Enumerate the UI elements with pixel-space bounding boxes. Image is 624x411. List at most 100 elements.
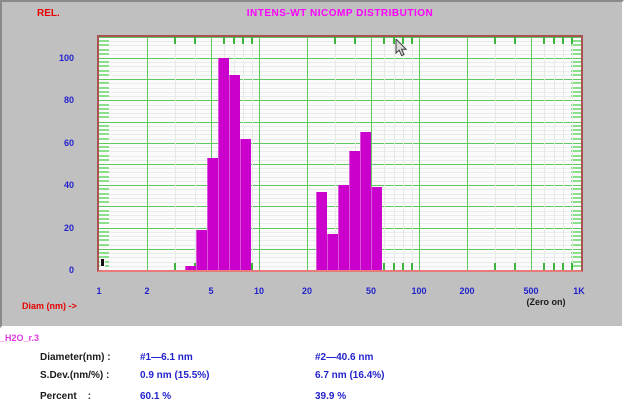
y-minor-tick bbox=[99, 159, 109, 161]
x-minor-tick bbox=[334, 37, 336, 44]
grid-minor-vline bbox=[384, 37, 385, 270]
percent-peak2-value: 39.9 % bbox=[315, 391, 347, 402]
y-minor-tick bbox=[99, 82, 109, 84]
y-minor-tick bbox=[571, 176, 581, 178]
bar bbox=[327, 234, 338, 270]
grid-minor-hline bbox=[99, 134, 581, 135]
grid-minor-hline bbox=[99, 113, 581, 114]
percent-label: Percent : bbox=[40, 391, 92, 402]
y-minor-tick bbox=[99, 65, 109, 67]
y-minor-tick bbox=[571, 61, 581, 63]
y-tick-label: 80 bbox=[63, 95, 74, 105]
y-minor-tick bbox=[571, 167, 581, 169]
chart-title: INTENS-WT NICOMP DISTRIBUTION bbox=[246, 8, 434, 19]
x-minor-tick bbox=[494, 263, 496, 270]
y-minor-tick bbox=[99, 125, 109, 127]
grid-minor-vline bbox=[563, 37, 564, 270]
result-row-diameter: Diameter(nm) : #1—6.1 nm #2—40.6 nm bbox=[0, 352, 624, 366]
y-minor-tick bbox=[571, 193, 581, 195]
plot-area[interactable] bbox=[97, 35, 583, 272]
grid-minor-hline bbox=[99, 105, 581, 106]
x-axis-title: Diam (nm) -> bbox=[22, 301, 77, 311]
grid-major-vline bbox=[211, 37, 212, 270]
grid-minor-vline bbox=[554, 37, 555, 270]
x-tick-label: 100 bbox=[411, 286, 427, 296]
y-minor-tick bbox=[571, 104, 581, 106]
bar bbox=[207, 158, 218, 270]
grid-major-hline bbox=[99, 143, 581, 144]
y-minor-tick bbox=[571, 95, 581, 97]
y-minor-tick bbox=[571, 133, 581, 135]
y-minor-tick bbox=[99, 171, 109, 173]
grid-major-vline bbox=[467, 37, 468, 270]
grid-minor-hline bbox=[99, 139, 581, 140]
grid-major-vline bbox=[259, 37, 260, 270]
y-minor-tick bbox=[571, 197, 581, 199]
x-minor-tick bbox=[514, 37, 516, 44]
x-minor-tick bbox=[194, 37, 196, 44]
x-minor-tick bbox=[233, 37, 235, 44]
x-minor-tick bbox=[174, 37, 176, 44]
grid-major-hline bbox=[99, 58, 581, 59]
grid-major-hline bbox=[99, 122, 581, 123]
y-minor-tick bbox=[99, 235, 109, 237]
y-minor-tick bbox=[571, 150, 581, 152]
y-minor-tick bbox=[99, 146, 109, 148]
x-minor-tick bbox=[562, 263, 564, 270]
grid-minor-vline bbox=[394, 37, 395, 270]
y-minor-tick bbox=[571, 87, 581, 89]
grid-minor-vline bbox=[335, 37, 336, 270]
grid-minor-hline bbox=[99, 83, 581, 84]
y-minor-tick bbox=[571, 65, 581, 67]
y-minor-tick bbox=[571, 210, 581, 212]
y-tick-label: 20 bbox=[63, 223, 74, 233]
y-minor-tick bbox=[99, 155, 109, 157]
bar bbox=[338, 185, 349, 270]
y-minor-tick bbox=[571, 201, 581, 203]
grid-minor-hline bbox=[99, 62, 581, 63]
grid-minor-hline bbox=[99, 45, 581, 46]
y-minor-tick bbox=[99, 222, 109, 224]
x-tick-label: 50 bbox=[365, 286, 376, 296]
bar bbox=[316, 192, 327, 270]
grid-major-vline bbox=[307, 37, 308, 270]
grid-minor-hline bbox=[99, 50, 581, 51]
x-minor-tick bbox=[411, 263, 413, 270]
stdev-peak1-value: 0.9 nm (15.5%) bbox=[140, 370, 210, 381]
y-tick-label: 0 bbox=[68, 265, 74, 275]
x-tick-label: 20 bbox=[301, 286, 312, 296]
result-row-percent: Percent : 60.1 % 39.9 % bbox=[0, 391, 624, 405]
bar bbox=[371, 187, 382, 270]
grid-minor-vline bbox=[412, 37, 413, 270]
y-minor-tick bbox=[99, 49, 109, 51]
grid-minor-vline bbox=[403, 37, 404, 270]
grid-minor-vline bbox=[544, 37, 545, 270]
diameter-peak1-value: #1—6.1 nm bbox=[140, 352, 193, 363]
y-minor-tick bbox=[99, 87, 109, 89]
x-minor-tick bbox=[393, 37, 395, 44]
grid-minor-hline bbox=[99, 92, 581, 93]
x-minor-tick bbox=[251, 263, 253, 270]
y-minor-tick bbox=[571, 108, 581, 110]
y-minor-tick bbox=[571, 159, 581, 161]
grid-major-hline bbox=[99, 164, 581, 165]
y-minor-tick bbox=[99, 256, 109, 258]
grid-minor-vline bbox=[572, 37, 573, 270]
x-tick-label: 5 bbox=[208, 286, 214, 296]
y-minor-tick bbox=[99, 244, 109, 246]
x-minor-tick bbox=[354, 37, 356, 44]
y-minor-tick bbox=[99, 252, 109, 254]
y-minor-tick bbox=[571, 265, 581, 267]
y-minor-tick bbox=[571, 125, 581, 127]
x-minor-tick bbox=[514, 263, 516, 270]
grid-major-hline bbox=[99, 100, 581, 101]
grid-minor-hline bbox=[99, 54, 581, 55]
grid-minor-hline bbox=[99, 88, 581, 89]
y-minor-tick bbox=[571, 222, 581, 224]
y-minor-tick bbox=[571, 44, 581, 46]
percent-peak1-value: 60.1 % bbox=[140, 391, 172, 402]
caret-marker bbox=[100, 258, 105, 267]
grid-minor-vline bbox=[495, 37, 496, 270]
grid-minor-hline bbox=[99, 177, 581, 178]
